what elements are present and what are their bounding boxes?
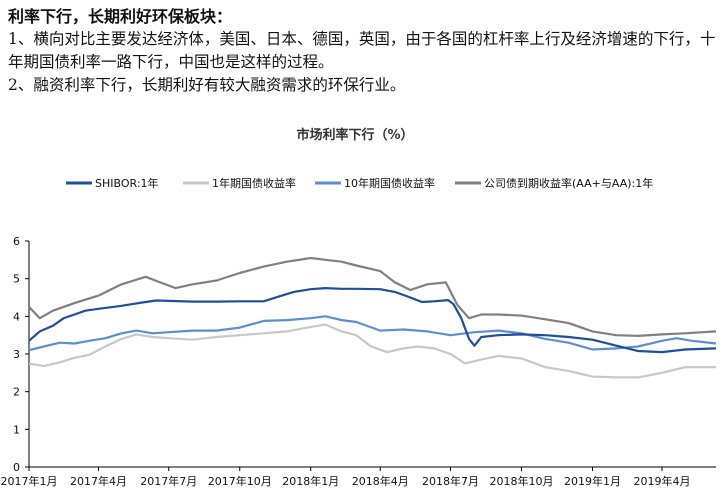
y-tick-label: 0 xyxy=(13,461,20,474)
x-tick-label: 2018年7月 xyxy=(422,474,479,488)
x-tick-label: 2018年1月 xyxy=(282,474,339,488)
axes: 0 1 2 3 4 5 6 2017年1月 2017年4月 2017年7月 2017年10月 2018… xyxy=(1,235,716,488)
y-tick-label: 1 xyxy=(13,423,20,436)
x-tick-label: 2019年1月 xyxy=(564,474,621,488)
series-line xyxy=(28,323,716,379)
x-tick-label: 2019年4月 xyxy=(633,474,690,488)
x-tick-label: 2017年4月 xyxy=(70,474,127,488)
x-tick-label: 2018年4月 xyxy=(352,474,409,488)
point-2: 2、融资利率下行，长期利好有较大融资需求的环保行业。 xyxy=(8,76,406,94)
x-tick-label: 2017年1月 xyxy=(1,474,58,488)
series-line xyxy=(28,256,717,337)
x-tick-label: 2017年7月 xyxy=(140,474,197,488)
legend-label: 1年期国债收益率 xyxy=(212,176,296,190)
headline: 利率下行，长期利好环保板块： xyxy=(8,7,233,26)
point-1: 1、横向对比主要发达经济体，美国、日本、德国，英国，由于各国的杠杆率上行及经济增… xyxy=(8,30,716,71)
commentary-block: 利率下行，长期利好环保板块： 1、横向对比主要发达经济体，美国、日本、德国，英国… xyxy=(8,6,720,97)
legend-label: 公司债到期收益率(AA+与AA):1年 xyxy=(484,176,653,190)
y-tick-label: 3 xyxy=(13,348,20,361)
y-tick-label: 2 xyxy=(13,386,20,399)
y-tick-label: 6 xyxy=(13,235,20,248)
series-line xyxy=(28,287,717,354)
series-line xyxy=(28,315,717,352)
y-tick-label: 5 xyxy=(13,273,20,286)
x-tick-label: 2017年10月 xyxy=(208,474,272,488)
y-tick-label: 4 xyxy=(13,310,20,323)
legend-label: SHIBOR:1年 xyxy=(95,176,159,190)
series-layer xyxy=(28,256,717,379)
legend: SHIBOR:1年 1年期国债收益率 10年期国债收益率 公司债到期收益率(AA+与A… xyxy=(66,176,653,190)
legend-label: 10年期国债收益率 xyxy=(344,176,435,190)
x-tick-label: 2018年10月 xyxy=(489,474,553,488)
chart-title: 市场利率下行（%） xyxy=(296,127,413,143)
